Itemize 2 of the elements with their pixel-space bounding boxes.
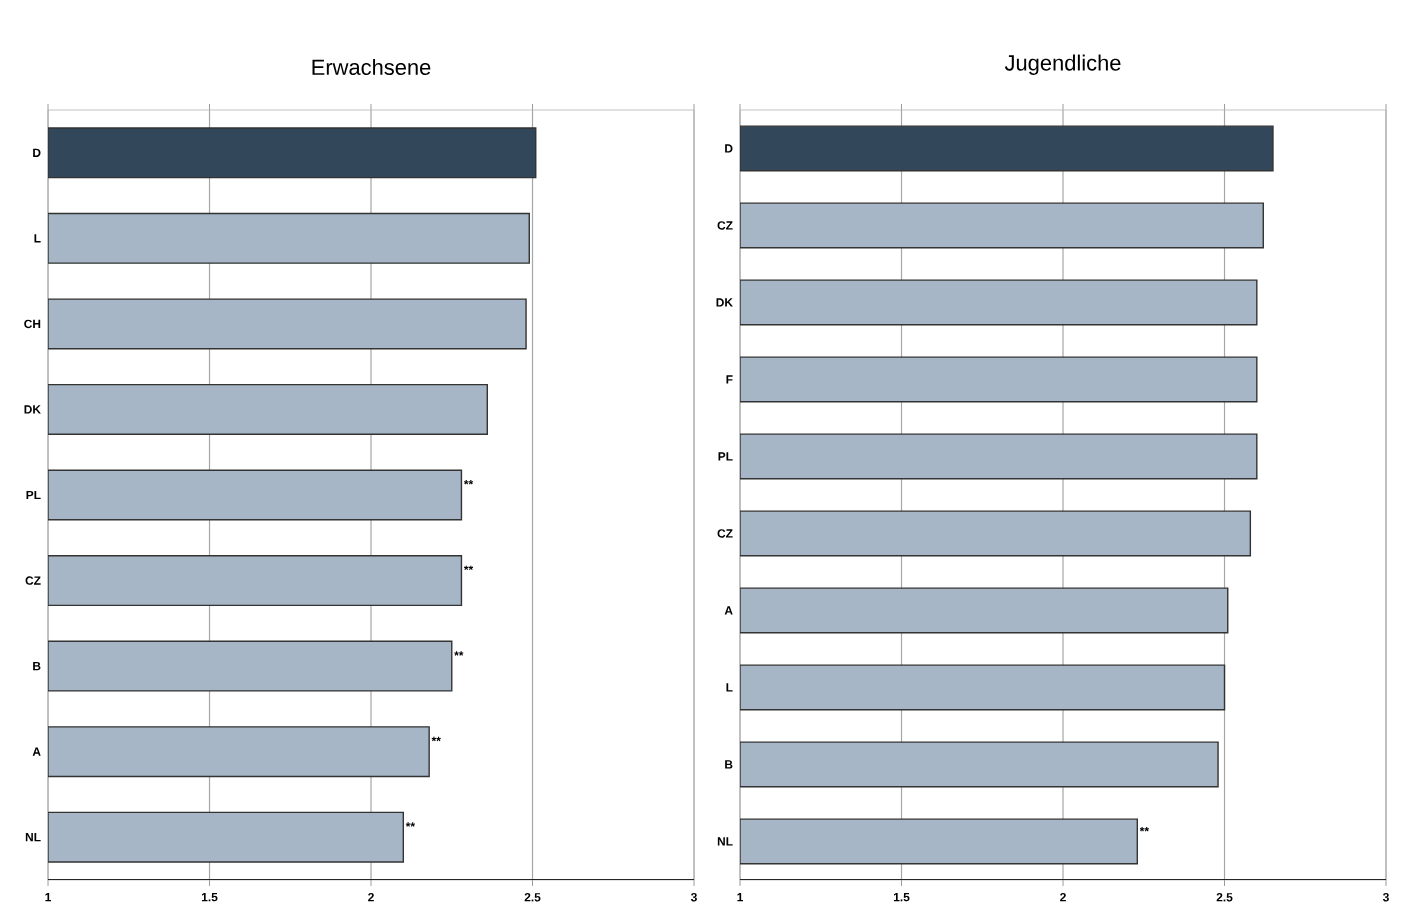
- chart-title: Erwachsene: [312, 58, 431, 76]
- chart-title: Jugendliche: [1004, 54, 1121, 75]
